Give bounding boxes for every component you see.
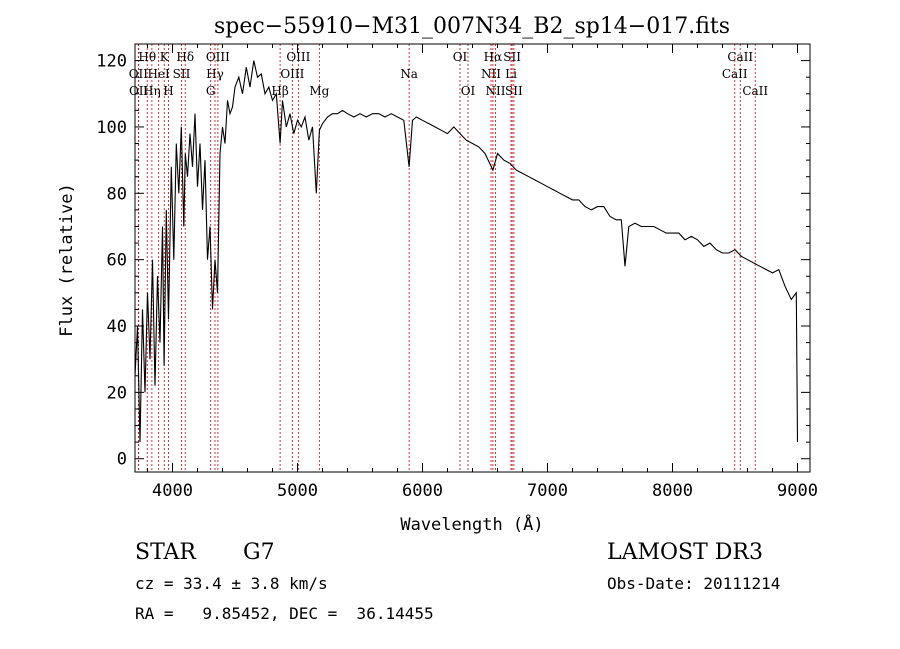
line-label: CaII	[727, 50, 753, 64]
y-tick-label: 20	[107, 383, 127, 403]
x-tick-label: 6000	[402, 481, 443, 501]
line-label: CaII	[722, 67, 748, 81]
object-class: STAR	[135, 540, 196, 565]
line-label: Na	[400, 67, 418, 81]
spectrum-series-line	[134, 60, 799, 443]
line-label: H	[163, 84, 173, 98]
line-label: Hα	[484, 50, 503, 64]
line-label: SII	[503, 50, 521, 64]
line-label: Hδ	[176, 50, 194, 64]
sky-coordinates: RA = 9.85452, DEC = 36.14455	[135, 604, 434, 623]
line-label: SII	[505, 84, 523, 98]
observation-date: Obs-Date: 20111214	[607, 574, 781, 593]
object-subclass: G7	[243, 540, 275, 565]
line-label: K	[160, 50, 170, 64]
line-label: Mg	[309, 84, 329, 98]
x-axis-label: Wavelength (Å)	[400, 513, 543, 535]
line-label: Hγ	[206, 67, 224, 81]
line-label: G	[206, 84, 216, 98]
line-label: OIII	[206, 50, 230, 64]
y-axis: 0 20 40 60 80 100 120	[96, 52, 810, 470]
y-tick-label: 60	[107, 251, 127, 271]
y-tick-label: 120	[96, 52, 127, 72]
survey-name: LAMOST DR3	[607, 540, 763, 565]
redshift-velocity: cz = 33.4 ± 3.8 km/s	[135, 574, 328, 593]
y-axis-label: Flux (relative)	[57, 183, 77, 337]
y-tick-label: 40	[107, 317, 127, 337]
y-tick-label: 100	[96, 118, 127, 138]
x-tick-label: 4000	[152, 481, 193, 501]
line-label: OIII	[286, 50, 310, 64]
y-tick-label: 0	[117, 450, 127, 470]
x-tick-label: 7000	[527, 481, 568, 501]
line-label: Hβ	[271, 84, 288, 98]
line-label: HeI	[147, 67, 170, 81]
line-label: NII	[486, 84, 506, 98]
line-label: Li	[505, 67, 517, 81]
line-label: Hθ	[138, 50, 156, 64]
line-label: CaII	[742, 84, 768, 98]
line-label: Hη	[143, 84, 161, 98]
chart-title: spec−55910−M31_007N34_B2_sp14−017.fits	[214, 14, 730, 39]
line-label: OII	[129, 67, 149, 81]
x-tick-label: 5000	[277, 481, 318, 501]
line-label: NII	[481, 67, 501, 81]
line-label: OII	[129, 84, 149, 98]
spectral-line-markers	[137, 44, 756, 472]
x-tick-label: 9000	[777, 481, 818, 501]
line-label: OI	[461, 84, 476, 98]
line-label: SII	[173, 67, 191, 81]
y-tick-label: 80	[107, 184, 127, 204]
x-tick-label: 8000	[652, 481, 693, 501]
line-label: OIII	[280, 67, 304, 81]
x-axis: 4000 5000 6000 7000 8000 9000	[147, 44, 818, 501]
line-label: OI	[453, 50, 468, 64]
plot-frame	[134, 43, 811, 473]
